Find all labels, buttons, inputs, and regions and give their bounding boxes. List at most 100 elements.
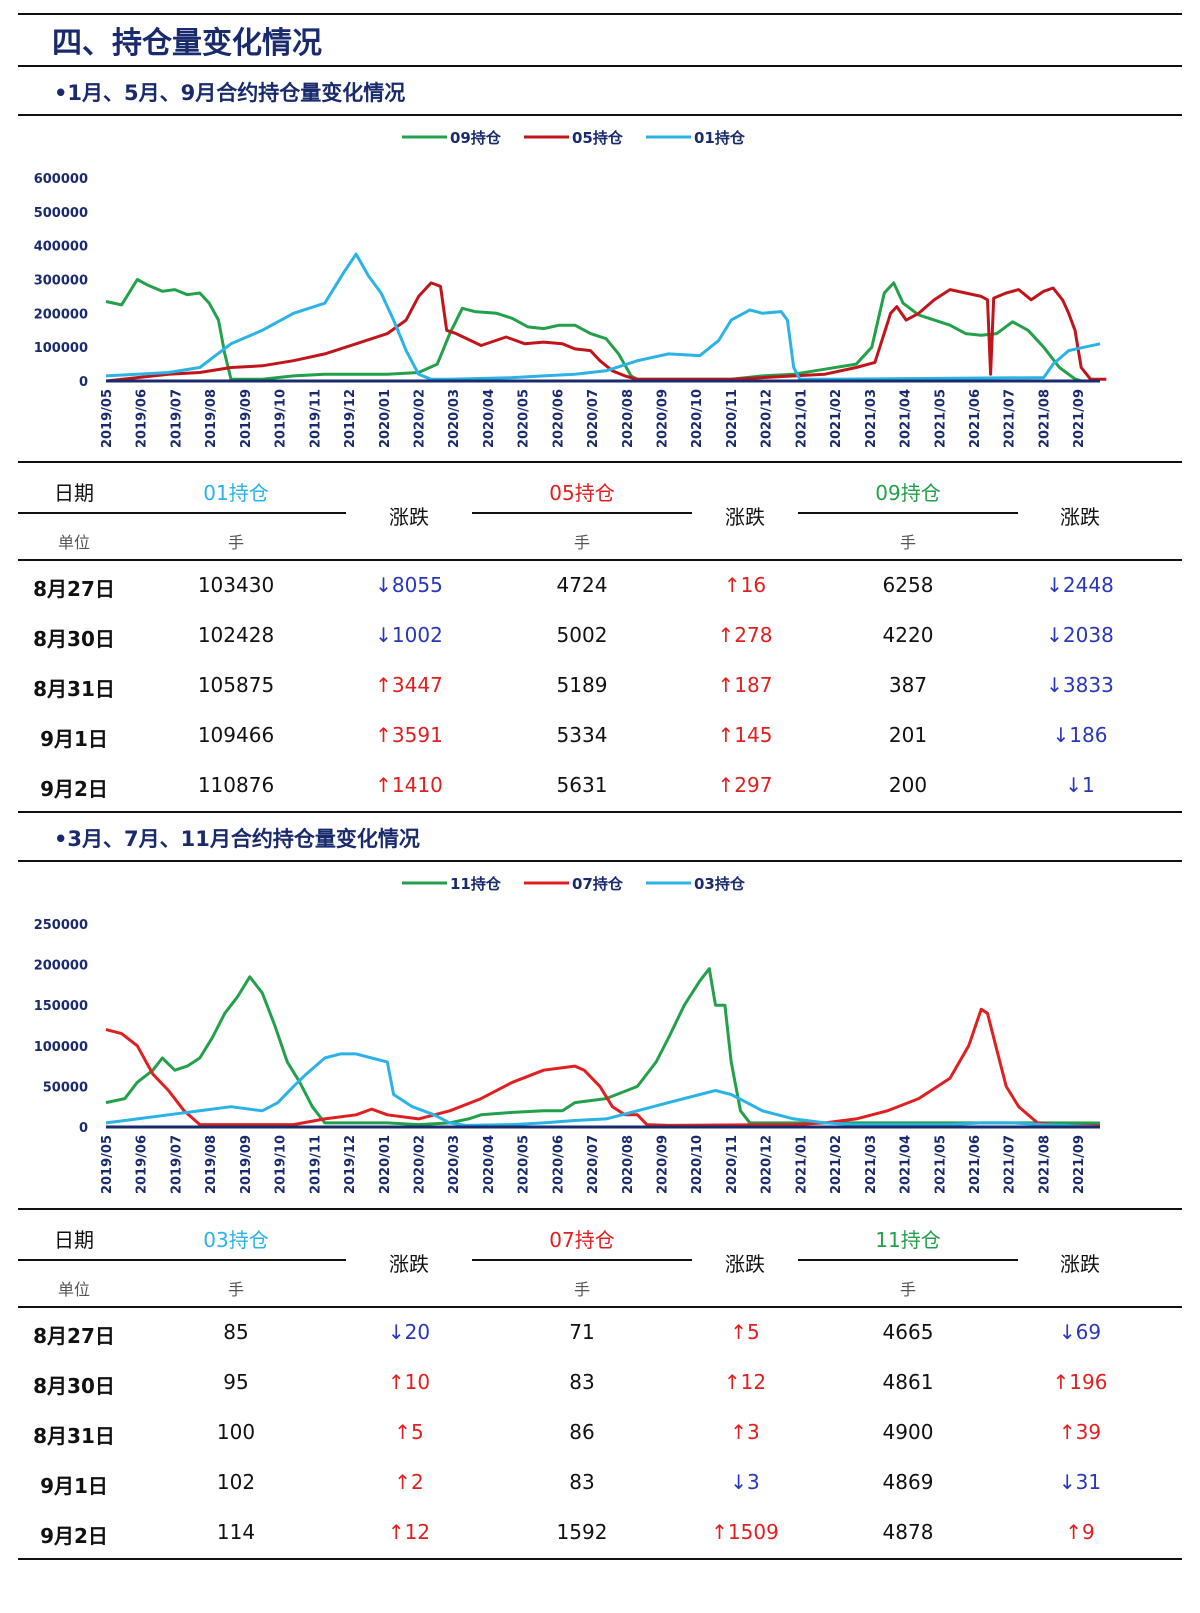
x-tick-label: 2019/07 <box>169 1135 184 1194</box>
row-change-down: ↓3 <box>730 1470 760 1494</box>
row-value: 5334 <box>556 723 608 747</box>
x-tick-label: 2020/12 <box>760 1135 775 1194</box>
y-tick-label: 0 <box>79 375 88 390</box>
y-tick-label: 400000 <box>34 240 88 255</box>
x-tick-label: 2020/06 <box>551 1135 566 1194</box>
row-change-down: ↓69 <box>1058 1320 1102 1344</box>
row-value: 109466 <box>197 723 275 747</box>
legend-label: 03持仓 <box>694 875 746 893</box>
row-value: 6258 <box>882 573 934 597</box>
row-change-down: ↓3833 <box>1046 673 1114 697</box>
x-tick-label: 2020/02 <box>412 1135 427 1194</box>
row-change-down: ↓1002 <box>375 623 443 647</box>
row-change-down: ↓31 <box>1058 1470 1102 1494</box>
row-value: 71 <box>569 1320 595 1344</box>
x-tick-label: 2020/05 <box>517 1135 532 1194</box>
x-tick-label: 2019/06 <box>135 1135 150 1194</box>
row-change-up: ↑12 <box>387 1520 431 1544</box>
row-change-up: ↑3447 <box>375 673 443 697</box>
column-unit: 手 <box>227 1280 245 1299</box>
row-change-down: ↓8055 <box>375 573 443 597</box>
column-header: 09持仓 <box>875 481 941 505</box>
row-value: 4665 <box>882 1320 934 1344</box>
x-tick-label: 2020/09 <box>656 1135 671 1194</box>
x-tick-label: 2021/01 <box>794 389 809 448</box>
x-tick-label: 2021/01 <box>794 1135 809 1194</box>
row-value: 5189 <box>556 673 608 697</box>
series-line-07持仓 <box>105 1007 1101 1128</box>
column-header: 01持仓 <box>203 481 269 505</box>
x-tick-label: 2019/12 <box>343 389 358 448</box>
header-divider <box>798 512 1018 514</box>
row-date: 9月2日 <box>40 777 108 801</box>
series-line-11持仓 <box>105 967 1101 1127</box>
y-tick-label: 200000 <box>34 307 88 322</box>
change-header: 涨跌 <box>389 505 429 529</box>
row-change-up: ↑297 <box>717 773 773 797</box>
change-header: 涨跌 <box>389 1252 429 1276</box>
row-change-up: ↑145 <box>717 723 773 747</box>
header-divider <box>472 1259 692 1261</box>
x-tick-label: 2020/03 <box>447 389 462 448</box>
title-rule <box>18 65 1182 67</box>
row-change-up: ↑187 <box>717 673 773 697</box>
column-header: 03持仓 <box>203 1228 269 1252</box>
header-bottom-rule <box>18 1306 1182 1308</box>
y-tick-label: 0 <box>79 1121 88 1136</box>
row-change-up: ↑12 <box>723 1370 767 1394</box>
y-tick-label: 500000 <box>34 206 88 221</box>
legend-label: 05持仓 <box>572 129 624 147</box>
row-value: 4900 <box>882 1420 934 1444</box>
legend: 11持仓 07持仓 03持仓 <box>402 875 746 893</box>
x-tick-label: 2019/06 <box>135 389 150 448</box>
x-tick-label: 2019/09 <box>239 1135 254 1194</box>
x-tick-label: 2020/08 <box>621 389 636 448</box>
column-header: 05持仓 <box>549 481 615 505</box>
x-tick-label: 2021/07 <box>1003 1135 1018 1194</box>
x-tick-label: 2021/04 <box>899 389 914 448</box>
x-tick-label: 2021/05 <box>933 389 948 448</box>
legend: 09持仓 05持仓 01持仓 <box>402 129 746 147</box>
x-tick-label: 2019/11 <box>308 1135 323 1194</box>
date-header: 日期 <box>54 481 94 505</box>
x-tick-label: 2020/09 <box>656 389 671 448</box>
x-tick-label: 2021/06 <box>968 389 983 448</box>
x-tick-label: 2019/05 <box>100 389 115 448</box>
column-header: 11持仓 <box>875 1228 941 1252</box>
legend-label: 09持仓 <box>450 129 502 147</box>
x-tick-label: 2020/12 <box>760 389 775 448</box>
row-value: 4861 <box>882 1370 934 1394</box>
table-1-open-interest: 日期 单位 01持仓手 涨跌 05持仓手 涨跌 09持仓手 涨跌 8月27日 103430 4724… <box>18 463 1182 813</box>
row-value: 100 <box>216 1420 256 1444</box>
row-change-up: ↑196 <box>1052 1370 1108 1394</box>
row-value: 83 <box>569 1370 595 1394</box>
x-tick-label: 2019/07 <box>169 389 184 448</box>
x-tick-label: 2021/04 <box>899 1135 914 1194</box>
table-bottom-rule <box>18 811 1182 813</box>
row-value: 387 <box>888 673 928 697</box>
y-tick-label: 100000 <box>34 1040 88 1055</box>
row-value: 4220 <box>882 623 934 647</box>
change-header: 涨跌 <box>1060 505 1100 529</box>
row-change-up: ↑9 <box>1065 1520 1095 1544</box>
row-change-down: ↓20 <box>387 1320 431 1344</box>
row-value: 102 <box>216 1470 256 1494</box>
row-value: 102428 <box>197 623 275 647</box>
column-header: 07持仓 <box>549 1228 615 1252</box>
column-unit: 手 <box>227 533 245 552</box>
x-tick-label: 2020/08 <box>621 1135 636 1194</box>
y-tick-label: 300000 <box>34 274 88 289</box>
row-date: 8月31日 <box>33 1424 115 1448</box>
row-value: 4878 <box>882 1520 934 1544</box>
x-tick-label: 2021/02 <box>829 389 844 448</box>
row-date: 8月27日 <box>33 577 115 601</box>
row-value: 114 <box>216 1520 256 1544</box>
column-unit: 手 <box>899 1280 917 1299</box>
x-tick-label: 2020/11 <box>725 389 740 448</box>
x-tick-label: 2021/03 <box>864 389 879 448</box>
row-value: 201 <box>888 723 928 747</box>
chart-2-mar-jul-nov-open-interest: 11持仓 07持仓 03持仓 250000 200000 150000 100000 5000… <box>34 875 1101 1194</box>
table-2-top-rule <box>18 1208 1182 1210</box>
legend-label: 07持仓 <box>572 875 624 893</box>
row-value: 4724 <box>556 573 608 597</box>
